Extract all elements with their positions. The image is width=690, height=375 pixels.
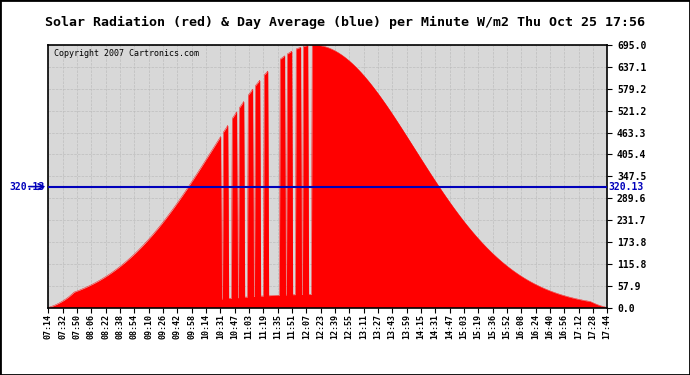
Text: 320.13: 320.13: [609, 182, 644, 192]
Text: Solar Radiation (red) & Day Average (blue) per Minute W/m2 Thu Oct 25 17:56: Solar Radiation (red) & Day Average (blu…: [45, 16, 645, 29]
Text: 320.13: 320.13: [10, 182, 45, 192]
Text: Copyright 2007 Cartronics.com: Copyright 2007 Cartronics.com: [54, 49, 199, 58]
